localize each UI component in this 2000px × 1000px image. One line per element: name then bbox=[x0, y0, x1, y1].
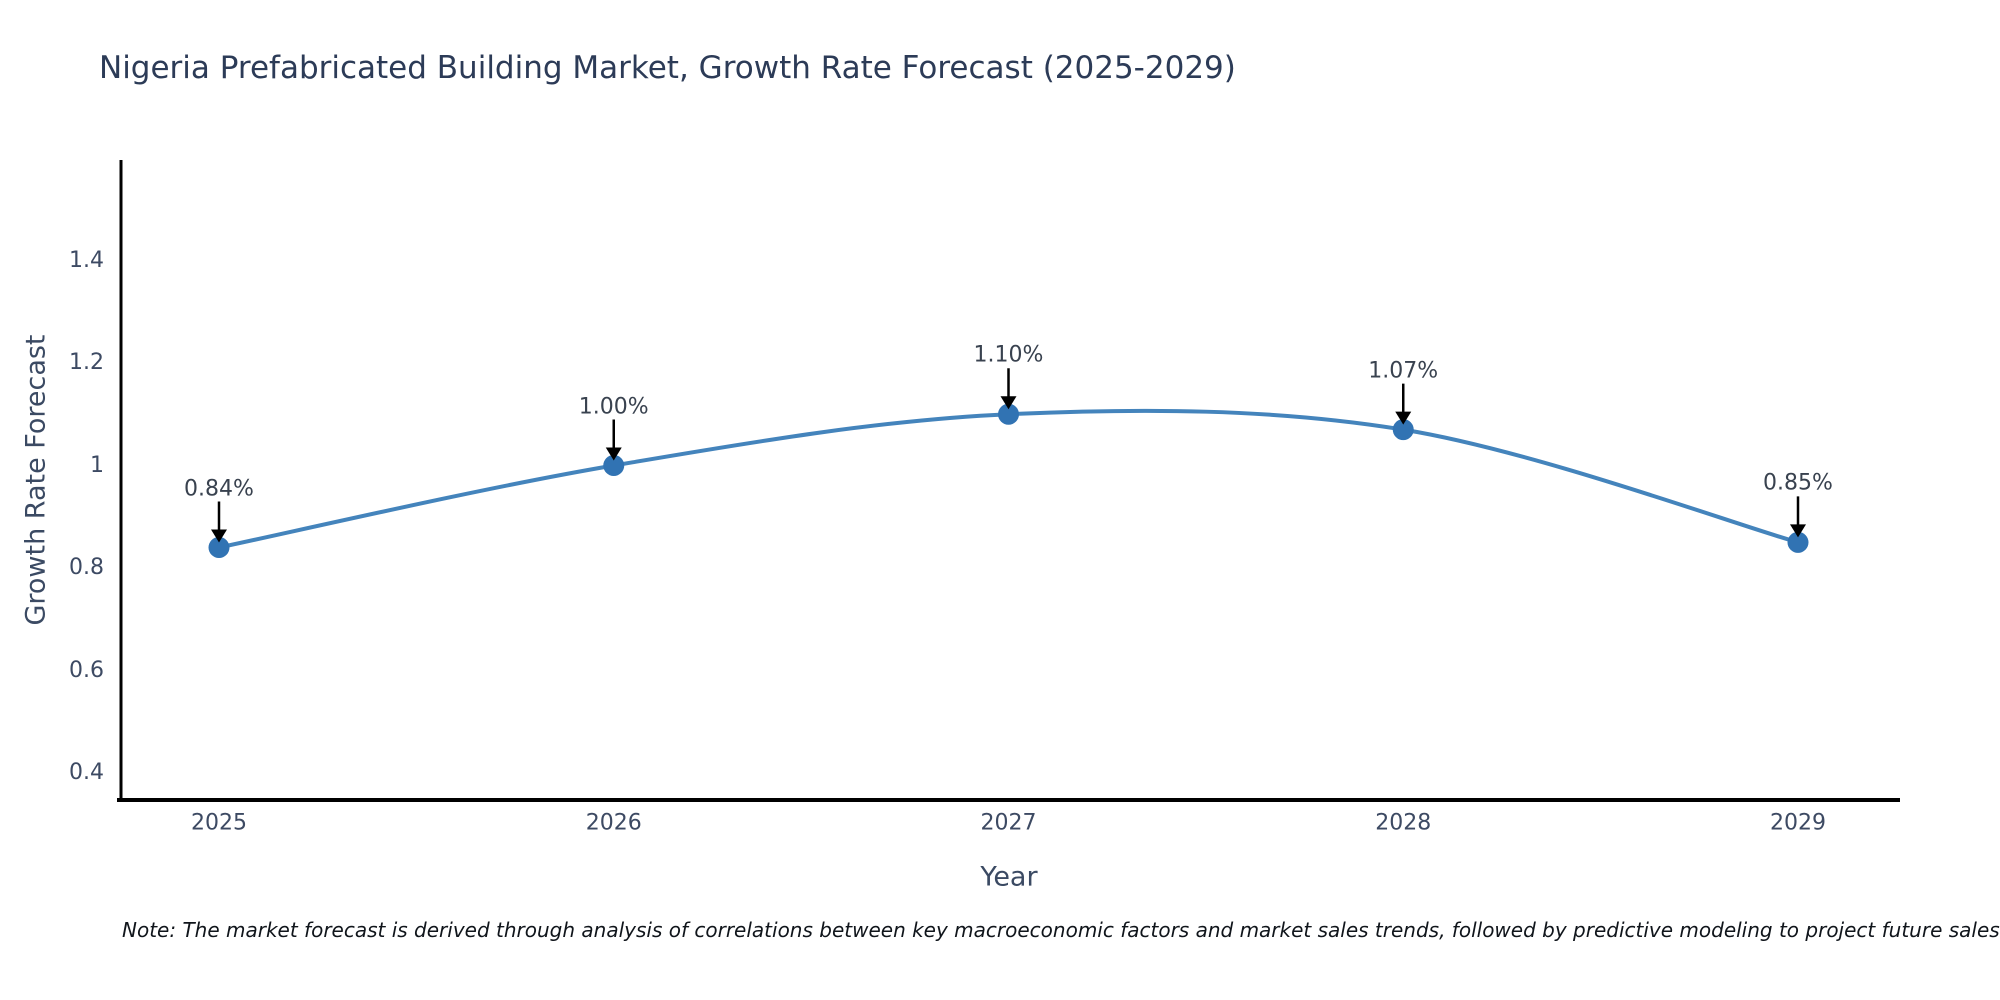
annotation-label: 0.85% bbox=[1763, 470, 1833, 496]
x-tick-label: 2028 bbox=[1375, 810, 1432, 836]
annotation-arrowhead bbox=[211, 529, 227, 543]
y-tick-label: 1.2 bbox=[69, 350, 104, 375]
data-point-marker bbox=[208, 537, 230, 558]
footnote: Note: The market forecast is derived thr… bbox=[122, 918, 2000, 942]
annotation-label: 1.07% bbox=[1368, 358, 1439, 384]
y-tick-label: 1 bbox=[90, 452, 104, 478]
x-tick-label: 2025 bbox=[191, 810, 247, 836]
chart-title: Nigeria Prefabricated Building Market, G… bbox=[99, 50, 1236, 86]
annotation-arrowhead bbox=[1790, 524, 1806, 538]
annotation-label: 1.00% bbox=[578, 394, 649, 419]
annotation-arrowhead bbox=[605, 447, 622, 461]
annotation-label: 0.84% bbox=[184, 476, 254, 501]
x-tick-label: 2029 bbox=[1770, 810, 1826, 836]
annotation-label: 1.10% bbox=[973, 342, 1044, 368]
data-point-marker bbox=[1787, 531, 1809, 553]
y-tick-label: 0.4 bbox=[69, 760, 104, 785]
data-point-marker bbox=[1392, 419, 1414, 441]
data-point-marker bbox=[998, 403, 1019, 425]
y-tick-label: 0.8 bbox=[69, 555, 104, 580]
x-tick-label: 2026 bbox=[585, 810, 642, 836]
data-point-marker bbox=[603, 455, 625, 476]
y-tick-label: 1.4 bbox=[69, 247, 104, 273]
y-tick-label: 0.6 bbox=[69, 657, 104, 683]
x-axis-title: Year bbox=[980, 861, 1038, 893]
annotation-arrowhead bbox=[1000, 396, 1017, 410]
x-tick-label: 2027 bbox=[980, 810, 1037, 836]
annotation-arrowhead bbox=[1395, 411, 1412, 425]
forecast-line bbox=[217, 408, 1800, 550]
